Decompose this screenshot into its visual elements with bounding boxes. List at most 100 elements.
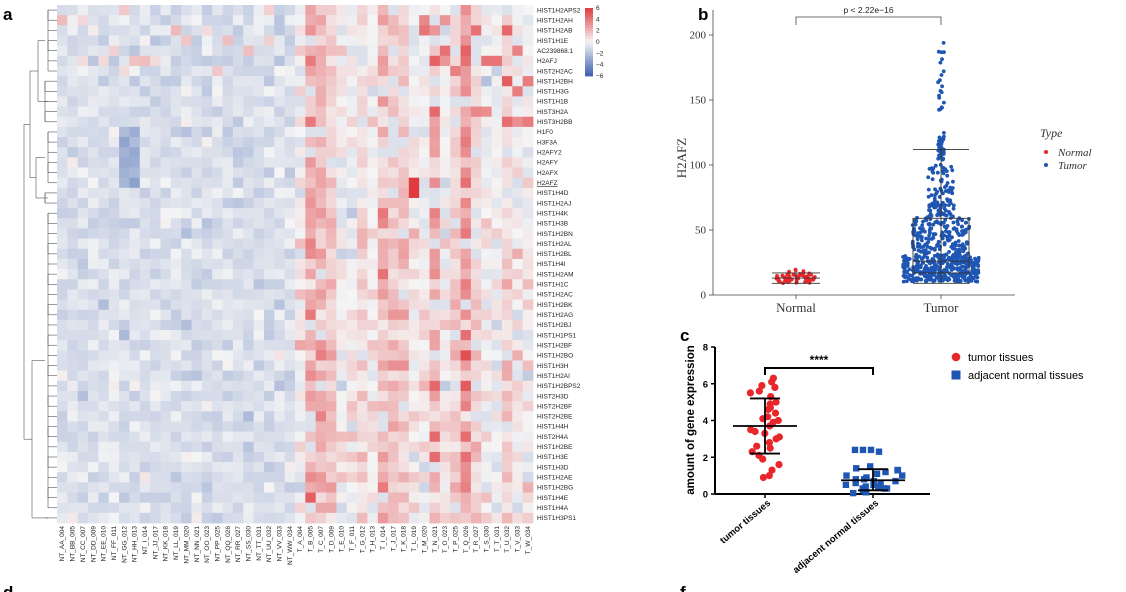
normal-tissue-point [853,465,860,472]
heatmap-cell [522,228,534,240]
tumor-point [941,41,946,45]
heatmap-cell [191,126,203,138]
heatmap-cell [336,421,348,432]
heatmap-cell [243,208,255,219]
heatmap-cell [491,167,503,179]
heatmap-cell [212,492,223,504]
heatmap-cell [57,76,68,87]
heatmap-cell [295,269,306,280]
heatmap-cell [398,96,410,107]
heatmap-cell [336,177,348,189]
heatmap-cell [253,86,265,97]
heatmap-cell [357,319,368,331]
heatmap-cell [160,15,172,26]
heatmap-cell [129,106,141,118]
heatmap-column-label: NT_WW_034 [287,526,294,565]
heatmap-cell [522,340,534,351]
heatmap-cell [470,258,482,270]
heatmap-cell [470,187,482,199]
heatmap-cell [512,167,524,179]
normal-tissue-point [899,472,906,479]
heatmap-cell [67,512,79,524]
heatmap-cell [181,86,192,97]
heatmap-cell [222,35,234,47]
heatmap-cell [450,228,461,240]
heatmap-cell [201,15,213,26]
heatmap-cell [274,86,286,97]
heatmap-cell [243,360,255,372]
heatmap-column-label: T_H_013 [370,526,377,553]
heatmap-cell [346,126,358,138]
heatmap-cell [170,411,182,422]
heatmap-cell [77,258,89,270]
heatmap-cell [263,15,275,26]
heatmap-cell [284,126,296,138]
heatmap-cell [357,451,368,463]
legend-color-step [585,25,593,29]
heatmap-cell [357,218,368,229]
heatmap-cell [108,96,120,107]
heatmap-cell [439,330,451,341]
heatmap-cell [398,279,410,290]
heatmap-cell [346,167,358,179]
heatmap-cell [129,167,141,179]
tumor-point [907,267,912,272]
heatmap-cell [88,137,99,148]
heatmap-cell [357,157,368,168]
heatmap-cell [346,45,358,57]
heatmap-cell [263,106,275,118]
heatmap-cell [429,167,441,179]
heatmap-cell [201,5,213,16]
heatmap-cell [377,5,389,16]
heatmap-cell [181,106,192,118]
heatmap-cell [450,248,461,260]
heatmap-cell [367,228,379,240]
heatmap-cell [512,218,524,229]
heatmap-cell [450,269,461,280]
heatmap-cell [315,137,327,148]
normal-point [787,279,792,283]
tumor-point [942,272,947,277]
heatmap-cell [501,269,513,280]
heatmap-cell [222,269,234,280]
heatmap-cell [108,431,120,443]
heatmap-cell [522,421,534,432]
heatmap-row-label: HIST2H2BF [537,403,572,410]
heatmap-cell [491,411,503,422]
heatmap-cell [481,96,493,107]
heatmap-cell [439,45,451,57]
heatmap-cell [201,228,213,240]
tumor-point [925,277,929,282]
heatmap-cell [357,147,368,158]
heatmap-cell [346,299,358,311]
heatmap-cell [284,431,296,443]
heatmap-cell [450,25,461,36]
heatmap-cell [398,512,410,524]
heatmap-cell [139,370,151,382]
heatmap-cell [522,157,534,168]
heatmap-cell [377,65,389,77]
heatmap-cell [470,35,482,47]
heatmap-cell [150,157,161,168]
heatmap-cell [491,35,503,47]
heatmap-cell [450,177,461,189]
heatmap-cell [346,462,358,473]
heatmap-cell [129,96,141,107]
heatmap-cell [429,187,441,199]
tumor-point [942,50,946,54]
heatmap-cell [222,228,234,240]
tumor-tissue-point [764,405,772,414]
heatmap-cell [491,106,503,118]
heatmap-cell [139,208,151,219]
tumor-point [926,273,931,278]
heatmap-cell [160,45,172,57]
heatmap-cell [57,167,68,179]
heatmap-cell [336,512,348,524]
heatmap-cell [253,218,265,229]
heatmap-cell [88,157,99,168]
heatmap-cell [470,309,482,321]
heatmap-cell [88,96,99,107]
heatmap-cell [450,319,461,331]
heatmap-cell [243,187,255,199]
heatmap-cell [150,269,161,280]
